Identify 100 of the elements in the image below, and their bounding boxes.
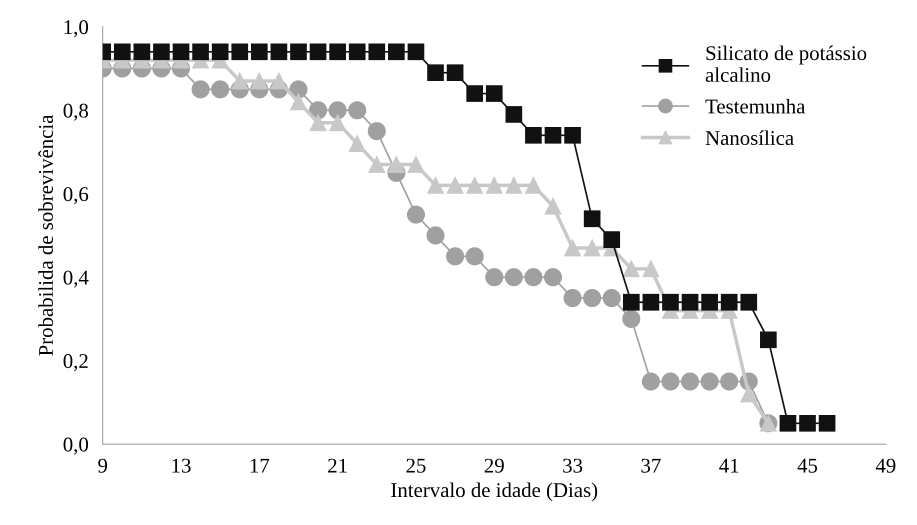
point [388, 156, 405, 173]
point [446, 64, 464, 82]
point [329, 43, 346, 60]
point [114, 43, 131, 60]
point [564, 289, 582, 308]
x-tick-label: 41 [719, 458, 738, 472]
point [231, 43, 248, 60]
y-tick-label: 0,2 [64, 354, 88, 372]
point [603, 231, 620, 248]
point [760, 331, 777, 348]
point [427, 64, 444, 82]
point [310, 43, 326, 60]
point [701, 294, 718, 311]
x-tick-label: 9 [98, 458, 108, 473]
legend-label: Testemunha [705, 98, 806, 114]
y-tick-label: 1,0 [64, 20, 88, 38]
x-axis-title: Intervalo de idade (Dias) [391, 482, 598, 502]
point [506, 177, 522, 194]
point [700, 372, 719, 391]
point [134, 43, 150, 60]
point [466, 177, 484, 194]
point [681, 372, 700, 391]
point [661, 372, 680, 391]
point [290, 43, 307, 60]
point [622, 260, 640, 278]
point [720, 372, 738, 391]
y-axis-title: Probabilida de sobrevivência [38, 114, 53, 356]
point [780, 414, 796, 432]
point [153, 43, 170, 60]
point [466, 85, 484, 102]
point [406, 206, 425, 224]
point [682, 294, 698, 311]
point [564, 126, 581, 144]
x-tick-label: 33 [563, 458, 582, 473]
point [329, 114, 346, 132]
point [525, 126, 542, 144]
point [408, 43, 424, 60]
point [524, 268, 542, 286]
point [622, 294, 640, 311]
y-tick-label: 0,8 [64, 104, 88, 121]
y-tick-label: 0,0 [64, 438, 88, 455]
point [250, 72, 268, 90]
point [231, 72, 248, 90]
point [642, 372, 660, 391]
point [583, 289, 602, 308]
point [642, 294, 660, 311]
point [642, 260, 660, 278]
point [368, 43, 386, 60]
x-tick-label: 17 [250, 458, 270, 472]
point [584, 210, 600, 228]
y-tick-label: 0,4 [64, 270, 88, 288]
point [740, 386, 758, 402]
y-tick-label: 0,6 [64, 187, 88, 204]
point [446, 177, 464, 194]
point [584, 240, 600, 256]
point [408, 156, 424, 173]
point [544, 126, 562, 144]
x-tick-label: 49 [876, 458, 896, 473]
point [172, 43, 190, 60]
point [212, 43, 229, 60]
point [328, 101, 347, 120]
point [720, 294, 738, 311]
point [446, 247, 464, 266]
point [818, 414, 836, 432]
point [799, 414, 816, 432]
point [544, 198, 562, 215]
point [740, 294, 758, 311]
point [466, 247, 484, 266]
point [564, 240, 581, 256]
point [348, 101, 366, 120]
point [270, 72, 288, 90]
point [192, 43, 209, 60]
point [270, 43, 288, 60]
point [506, 106, 522, 123]
legend-label: Nanosílica [706, 130, 794, 146]
x-tick-label: 13 [172, 458, 191, 473]
point [662, 294, 679, 311]
x-tick-label: 29 [484, 458, 504, 473]
point [250, 43, 268, 60]
point [602, 289, 621, 308]
point [368, 122, 386, 140]
point [427, 177, 444, 194]
point [544, 268, 562, 286]
point [486, 177, 503, 194]
legend-label: Silicato de potássio alcalino [706, 46, 866, 82]
point [486, 85, 503, 102]
x-tick-label: 21 [328, 458, 347, 472]
point [388, 43, 405, 60]
point [525, 177, 542, 194]
x-tick-label: 45 [798, 458, 818, 473]
point [348, 135, 366, 152]
point [348, 43, 366, 60]
point [504, 268, 523, 286]
point [622, 310, 640, 328]
x-tick-label: 25 [406, 458, 426, 473]
point [485, 268, 504, 286]
point [310, 114, 326, 132]
point [192, 80, 210, 98]
point [211, 80, 230, 98]
point [290, 94, 307, 110]
